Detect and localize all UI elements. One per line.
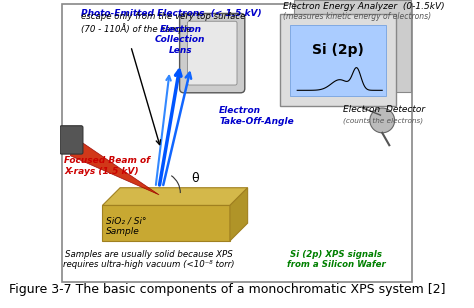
Polygon shape <box>294 0 410 92</box>
Polygon shape <box>230 188 247 241</box>
Text: Figure 3-7 The basic components of a monochromatic XPS system [2]: Figure 3-7 The basic components of a mon… <box>9 283 446 296</box>
FancyBboxPatch shape <box>180 14 245 93</box>
Polygon shape <box>102 188 247 205</box>
Text: Electron Energy Analyzer  (0-1.5kV): Electron Energy Analyzer (0-1.5kV) <box>283 2 445 11</box>
Text: Si (2p): Si (2p) <box>312 43 364 57</box>
FancyBboxPatch shape <box>62 4 412 282</box>
Text: X-rays (1.5 kV): X-rays (1.5 kV) <box>64 167 139 176</box>
Text: SiO₂ / Si°
Sample: SiO₂ / Si° Sample <box>106 217 146 236</box>
Text: Samples are usually solid because XPS
requires ultra-high vacuum (<10⁻⁸ torr): Samples are usually solid because XPS re… <box>63 250 234 269</box>
Circle shape <box>370 108 395 133</box>
Text: Electron
Take-Off-Angle: Electron Take-Off-Angle <box>219 106 294 126</box>
Polygon shape <box>71 135 159 195</box>
Text: Electron  Detector: Electron Detector <box>343 105 425 114</box>
Polygon shape <box>290 25 386 95</box>
Text: θ: θ <box>191 172 199 185</box>
Polygon shape <box>102 205 230 241</box>
Text: Electron
Collection
Lens: Electron Collection Lens <box>155 25 206 55</box>
Text: escape only from the very top surface
(70 - 110Å) of the sample: escape only from the very top surface (7… <box>81 12 246 34</box>
Text: Focused Beam of: Focused Beam of <box>64 156 150 165</box>
Text: (counts the electrons): (counts the electrons) <box>343 117 423 124</box>
Text: Photo-Emitted Electrons  (< 1.5 kV): Photo-Emitted Electrons (< 1.5 kV) <box>81 9 262 18</box>
Text: (measures kinetic energy of electrons): (measures kinetic energy of electrons) <box>283 13 431 22</box>
Text: Si (2p) XPS signals
from a Silicon Wafer: Si (2p) XPS signals from a Silicon Wafer <box>287 250 385 269</box>
FancyBboxPatch shape <box>60 126 83 154</box>
Polygon shape <box>280 14 396 106</box>
FancyBboxPatch shape <box>187 21 237 85</box>
